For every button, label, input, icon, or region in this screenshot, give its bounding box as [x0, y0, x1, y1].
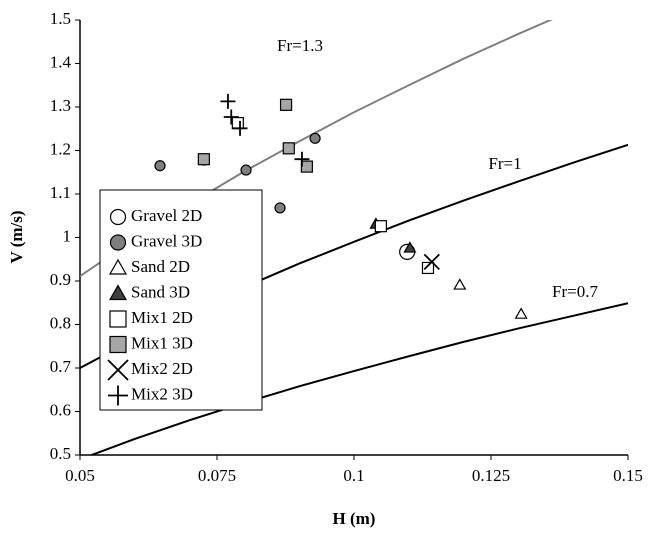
froude-curve — [88, 302, 628, 455]
x-tick-label: 0.15 — [613, 466, 643, 485]
marker — [279, 98, 293, 111]
y-tick-label: 0.8 — [50, 313, 71, 332]
x-tick-label: 0.1 — [343, 466, 364, 485]
x-tick-label: 0.125 — [472, 466, 510, 485]
marker — [197, 153, 210, 166]
marker — [108, 385, 128, 406]
legend-label: Mix2 2D — [131, 359, 193, 378]
y-axis-title: V (m/s) — [7, 210, 26, 263]
curve-label: Fr=0.7 — [552, 282, 598, 301]
marker — [403, 241, 417, 253]
y-tick-label: 1.2 — [50, 139, 71, 158]
marker — [108, 258, 128, 275]
y-tick-label: 0.6 — [50, 400, 71, 419]
curve-label: Fr=1.3 — [277, 36, 323, 55]
marker — [294, 151, 310, 167]
marker — [232, 120, 248, 136]
marker — [274, 202, 286, 214]
curve-label: Fr=1 — [488, 154, 521, 173]
marker — [374, 220, 387, 233]
legend-label: Gravel 2D — [131, 206, 202, 225]
legend-label: Mix2 3D — [131, 384, 193, 403]
marker — [231, 116, 244, 130]
y-tick-label: 1.4 — [50, 52, 72, 71]
legend-box — [99, 189, 263, 411]
marker — [223, 109, 239, 125]
legend-label: Gravel 3D — [131, 231, 202, 250]
marker — [108, 284, 128, 301]
marker — [109, 335, 127, 354]
marker — [514, 307, 528, 319]
y-tick-label: 1.5 — [50, 9, 71, 28]
legend-label: Mix1 2D — [131, 308, 193, 327]
legend-label: Sand 2D — [131, 257, 190, 276]
legend-label: Sand 3D — [131, 282, 190, 301]
marker — [240, 164, 252, 176]
y-tick-label: 0.5 — [50, 444, 71, 463]
marker — [107, 359, 129, 381]
marker — [423, 253, 440, 270]
y-tick-label: 1.3 — [50, 96, 71, 115]
y-tick-label: 1.1 — [50, 183, 71, 202]
legend-label: Mix1 3D — [131, 333, 193, 352]
marker — [109, 310, 127, 328]
y-tick-label: 1 — [63, 226, 72, 245]
x-tick-label: 0.05 — [65, 466, 95, 485]
marker — [453, 278, 467, 290]
marker — [109, 208, 127, 226]
marker — [109, 234, 127, 251]
y-tick-label: 0.9 — [50, 270, 71, 289]
marker — [154, 160, 166, 172]
x-axis-title: H (m) — [333, 509, 376, 528]
y-tick-label: 0.7 — [50, 357, 72, 376]
marker — [220, 93, 236, 109]
x-tick-label: 0.075 — [198, 466, 236, 485]
legend: Gravel 2D Gravel 3D Sand 2D Sand 3D Mix1 2D M… — [99, 189, 263, 411]
marker — [309, 132, 321, 144]
marker — [300, 160, 313, 173]
marker — [421, 261, 435, 275]
marker — [282, 142, 295, 155]
